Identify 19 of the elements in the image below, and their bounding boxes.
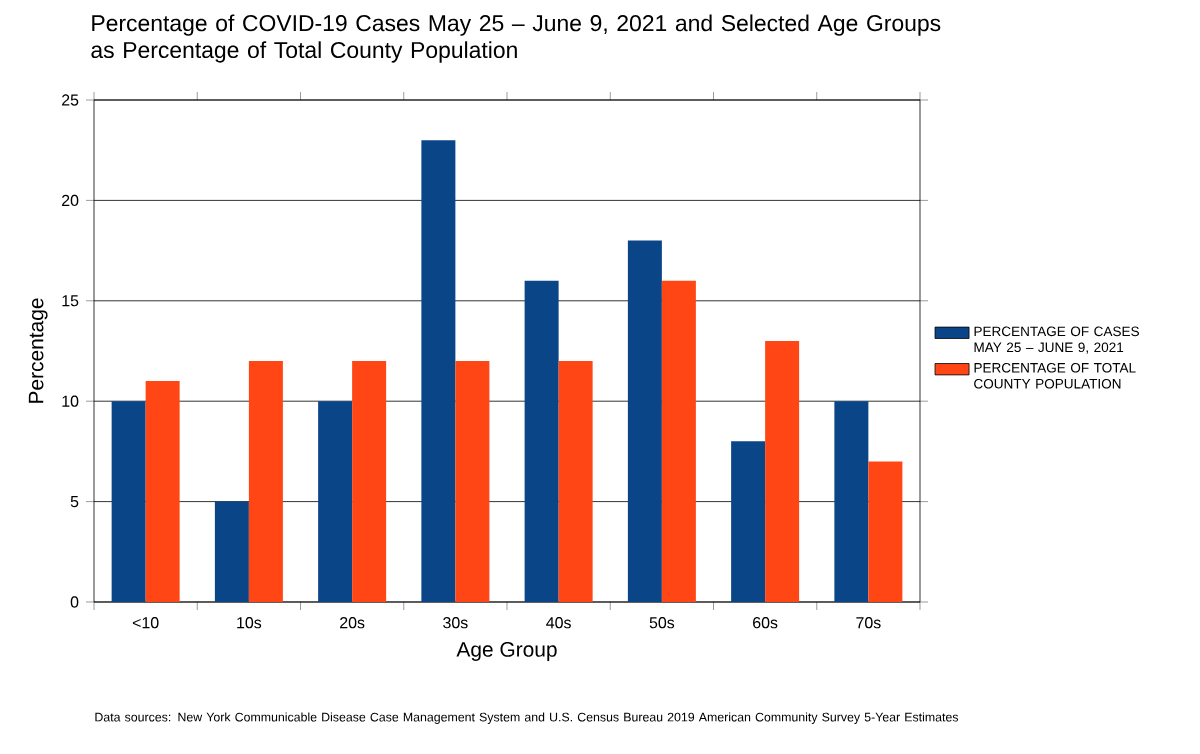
bar [661, 280, 696, 602]
bar [765, 340, 800, 602]
bar [558, 361, 593, 602]
bar [145, 381, 180, 602]
bar [627, 240, 662, 602]
bar [352, 361, 387, 602]
bar [834, 401, 869, 602]
bar [455, 361, 490, 602]
bar [421, 140, 456, 602]
chart-title: Percentage of COVID-19 Cases May 25 – June 9, 2021 and Selected Age Groups as Percentage of Total County Population [91, 14, 941, 63]
bar [248, 361, 283, 602]
bar [214, 501, 249, 602]
bar [524, 280, 559, 602]
bar [318, 401, 353, 602]
y-axis-title: Percentage [28, 298, 48, 403]
x-axis-title: Age Group [456, 642, 557, 661]
bar [868, 461, 903, 602]
bar [731, 441, 766, 602]
bar [111, 401, 146, 602]
